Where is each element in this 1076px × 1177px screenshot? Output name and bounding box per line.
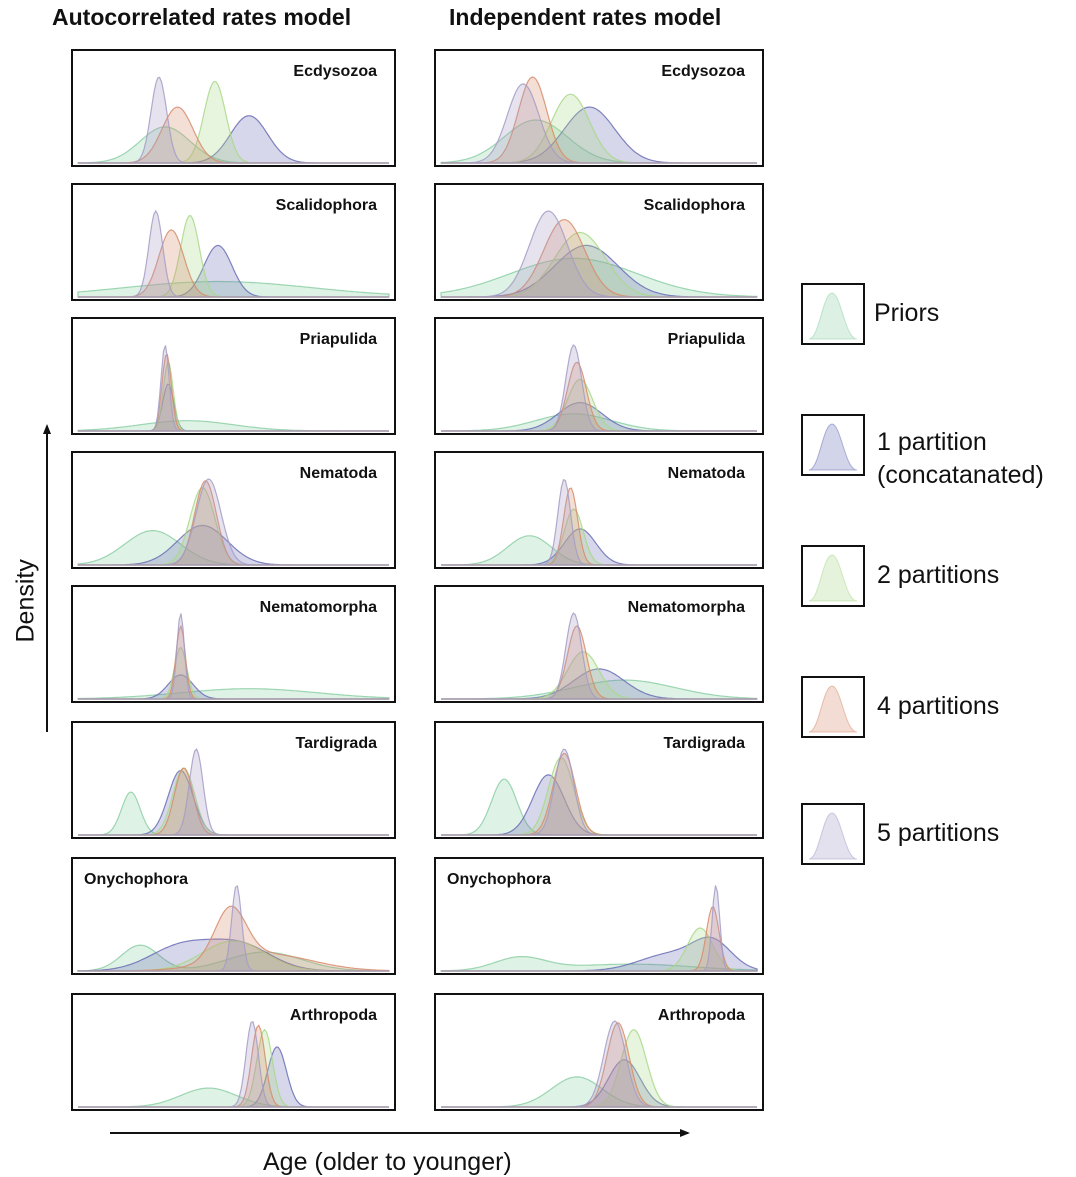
- panel-frame: [71, 317, 396, 435]
- panel-tardigrada-autocorrelated: Tardigrada: [71, 721, 396, 839]
- panel-nematoda-independent: Nematoda: [434, 451, 764, 569]
- panel-arthropoda-autocorrelated: Arthropoda: [71, 993, 396, 1111]
- panel-frame: [434, 317, 764, 435]
- legend-label-4-partitions: 4 partitions: [877, 692, 1000, 720]
- panel-frame: [434, 183, 764, 301]
- panel-frame: [71, 183, 396, 301]
- panel-taxon-label: Tardigrada: [296, 735, 378, 752]
- legend-label-priors: Priors: [874, 299, 940, 327]
- panel-frame: [434, 857, 764, 975]
- density-curve-2-partitions: [78, 80, 389, 164]
- panel-taxon-label: Arthropoda: [658, 1007, 745, 1024]
- density-curve-4-partitions: [78, 624, 389, 700]
- y-axis-label: Density: [11, 559, 40, 643]
- panel-taxon-label: Scalidophora: [276, 197, 377, 214]
- density-curve-5-partitions: [78, 209, 389, 298]
- density-curve-priors: [441, 679, 758, 700]
- density-curve-5-partitions: [441, 885, 757, 972]
- panel-frame: [434, 585, 764, 703]
- panel-frame: [71, 585, 396, 703]
- x-axis-label: Age (older to younger): [263, 1148, 512, 1176]
- density-curve-2-partitions: [441, 651, 757, 700]
- density-curve-5-partitions: [441, 612, 757, 700]
- legend-swatch-1-partition-concatanated: [801, 414, 865, 476]
- density-curve-5-partitions: [441, 1020, 757, 1108]
- density-curve-priors: [78, 1087, 389, 1108]
- density-curve-priors: [78, 791, 389, 836]
- panel-frame: [434, 721, 764, 839]
- panel-taxon-label: Priapulida: [300, 331, 377, 348]
- density-curve-priors: [441, 778, 757, 836]
- density-curve-priors: [77, 688, 390, 700]
- panel-taxon-label: Nematoda: [300, 465, 377, 482]
- panel-onychophora-autocorrelated: Onychophora: [71, 857, 396, 975]
- density-curve-priors: [77, 420, 389, 432]
- column-title-autocorrelated: Autocorrelated rates model: [52, 4, 352, 30]
- density-curve-5-partitions: [78, 76, 389, 164]
- panel-frame: [71, 49, 396, 167]
- panel-taxon-label: Nematoda: [668, 465, 745, 482]
- panel-taxon-label: Ecdysozoa: [661, 63, 745, 80]
- panel-onychophora-independent: Onychophora: [434, 857, 764, 975]
- panel-frame: [71, 857, 396, 975]
- density-curve-5-partitions: [78, 345, 389, 432]
- density-curve-5-partitions: [441, 478, 757, 566]
- density-curve-5-partitions: [78, 885, 389, 972]
- density-curve-5-partitions: [441, 344, 757, 432]
- density-curve-priors: [77, 280, 390, 298]
- panel-taxon-label: Nematomorpha: [260, 599, 377, 616]
- density-curve-2-partitions: [441, 378, 757, 432]
- panel-frame: [71, 451, 396, 569]
- panel-taxon-label: Tardigrada: [664, 735, 746, 752]
- panel-taxon-label: Priapulida: [668, 331, 745, 348]
- panel-frame: [434, 49, 764, 167]
- panel-taxon-label: Scalidophora: [644, 197, 745, 214]
- panel-taxon-label: Ecdysozoa: [293, 63, 377, 80]
- panel-scalidophora-autocorrelated: Scalidophora: [71, 183, 396, 301]
- panel-arthropoda-independent: Arthropoda: [434, 993, 764, 1111]
- panel-frame: [71, 993, 396, 1111]
- panel-frame: [434, 993, 764, 1111]
- density-curve-priors: [77, 944, 390, 972]
- density-curve-5-partitions: [78, 748, 389, 836]
- panel-taxon-label: Onychophora: [447, 871, 551, 888]
- panel-taxon-label: Arthropoda: [290, 1007, 377, 1024]
- legend-label-2-partitions: 2 partitions: [877, 561, 1000, 589]
- panel-frame: [71, 721, 396, 839]
- legend-swatch-priors: [801, 283, 865, 345]
- density-curve-5-partitions: [441, 83, 757, 164]
- legend-swatch-5-partitions: [801, 803, 865, 865]
- density-curve-2-partitions: [78, 362, 389, 432]
- density-curve-5-partitions: [78, 613, 389, 700]
- panel-nematomorpha-autocorrelated: Nematomorpha: [71, 585, 396, 703]
- density-curve-4-partitions: [78, 353, 389, 432]
- panel-ecdysozoa-independent: Ecdysozoa: [434, 49, 764, 167]
- density-curve-5-partitions: [441, 748, 757, 836]
- legend-label-5-partitions: 5 partitions: [877, 819, 1000, 847]
- panel-taxon-label: Nematomorpha: [628, 599, 745, 616]
- panel-tardigrada-independent: Tardigrada: [434, 721, 764, 839]
- panel-priapulida-autocorrelated: Priapulida: [71, 317, 396, 435]
- density-curve-priors: [440, 956, 758, 972]
- column-title-independent: Independent rates model: [449, 4, 722, 30]
- density-curve-5-partitions: [78, 478, 389, 566]
- panel-frame: [434, 451, 764, 569]
- legend-swatch-4-partitions: [801, 676, 865, 738]
- panel-nematomorpha-independent: Nematomorpha: [434, 585, 764, 703]
- panel-ecdysozoa-autocorrelated: Ecdysozoa: [71, 49, 396, 167]
- panel-taxon-label: Onychophora: [84, 871, 188, 888]
- legend-label-1-partition-concatanated: 1 partition (concatanated): [877, 428, 1044, 489]
- panel-scalidophora-independent: Scalidophora: [434, 183, 764, 301]
- panel-nematoda-autocorrelated: Nematoda: [71, 451, 396, 569]
- legend-swatch-2-partitions: [801, 545, 865, 607]
- density-curve-1-partition-concatanated: [78, 383, 389, 432]
- density-curve-5-partitions: [441, 210, 757, 298]
- density-curve-5-partitions: [78, 1020, 389, 1108]
- panel-priapulida-independent: Priapulida: [434, 317, 764, 435]
